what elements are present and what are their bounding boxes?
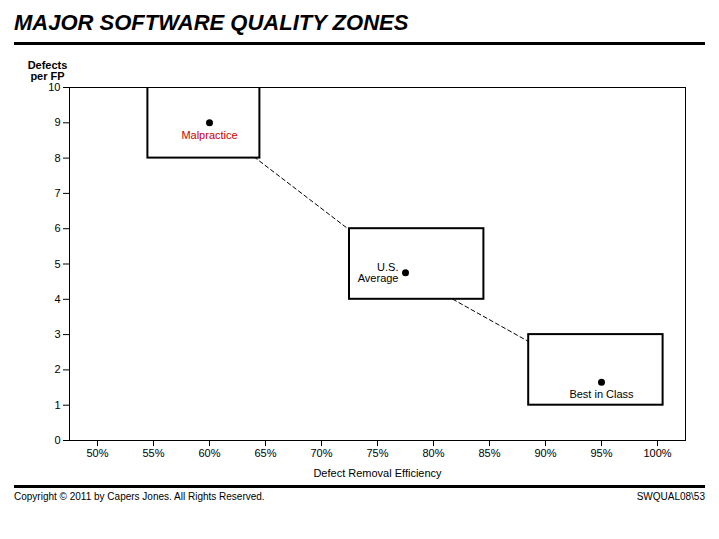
svg-text:50%: 50% [86,447,108,459]
svg-text:95%: 95% [590,447,612,459]
svg-text:Defect Removal Efficiency: Defect Removal Efficiency [313,467,442,479]
svg-text:Malpractice: Malpractice [181,129,237,141]
svg-text:0: 0 [54,434,60,446]
html-text:MAJOR SOFTWARE QUALITY ZONES: MAJOR SOFTWARE QUALITY ZONES [14,10,409,35]
svg-text:5: 5 [54,258,60,270]
svg-text:60%: 60% [198,447,220,459]
html-text:SWQUAL08\53: SWQUAL08\53 [636,491,705,502]
svg-text:Defectsper FP: Defectsper FP [28,59,68,82]
svg-text:85%: 85% [478,447,500,459]
svg-text:100%: 100% [643,447,671,459]
svg-text:70%: 70% [310,447,332,459]
svg-text:55%: 55% [142,447,164,459]
svg-text:6: 6 [54,222,60,234]
svg-text:65%: 65% [254,447,276,459]
svg-text:90%: 90% [534,447,556,459]
svg-text:2: 2 [54,363,60,375]
svg-text:8: 8 [54,152,60,164]
html-text:Copyright © 2011 by Capers Jon: Copyright © 2011 by Capers Jones. All Ri… [14,491,265,502]
svg-text:9: 9 [54,116,60,128]
svg-text:1: 1 [54,399,60,411]
svg-text:10: 10 [48,81,60,93]
svg-text:7: 7 [54,187,60,199]
svg-text:3: 3 [54,328,60,340]
svg-text:80%: 80% [422,447,444,459]
svg-text:4: 4 [54,293,60,305]
svg-text:75%: 75% [366,447,388,459]
svg-text:Best in Class: Best in Class [569,388,634,400]
svg-text:U.S.Average: U.S.Average [358,261,399,284]
